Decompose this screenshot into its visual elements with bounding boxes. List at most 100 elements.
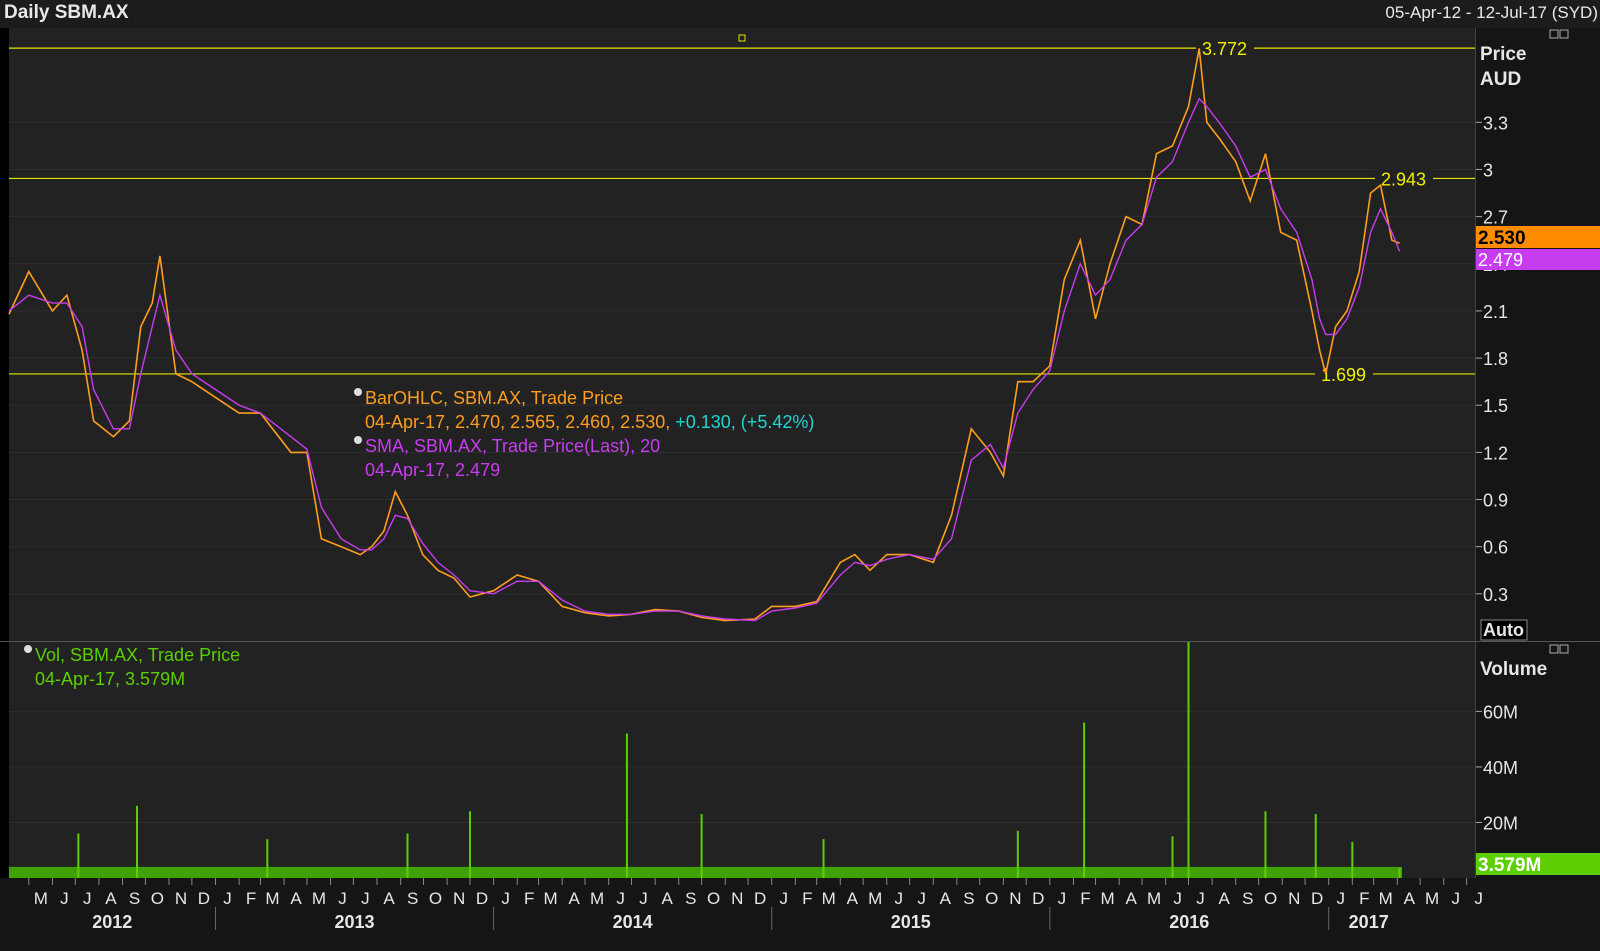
level-handle-icon[interactable] [738,34,746,42]
month-label: A [569,889,581,908]
month-label: A [1404,889,1416,908]
month-label: D [754,889,766,908]
month-label: M [1100,889,1114,908]
price-axis-unit: AUD [1480,69,1521,90]
month-label: J [361,889,370,908]
legend-bullet-icon[interactable] [354,388,362,396]
ohlc-legend-change: +0.130, (+5.42%) [675,412,815,432]
volume-bar [136,805,139,878]
volume-axis-title: Volume [1480,659,1547,680]
volume-bar [1171,836,1174,878]
month-label: D [1311,889,1323,908]
month-label: J [1058,889,1067,908]
month-label: F [1359,889,1369,908]
volume-bar [1398,868,1401,878]
month-label: F [802,889,812,908]
month-label: D [1032,889,1044,908]
volume-baseline-band [9,866,1402,878]
month-label: J [1336,889,1345,908]
price-tick-label: 0.9 [1483,491,1508,511]
month-label: J [639,889,648,908]
close-volume-icon[interactable] [1559,644,1569,654]
level-label: 3.772 [1202,39,1247,59]
month-label: A [290,889,302,908]
month-label: M [590,889,604,908]
close-price-icon[interactable] [1559,29,1569,39]
month-label: M [543,889,557,908]
volume-bar [468,811,471,878]
last-price-badge [1476,226,1600,248]
price-legend: BarOHLC, SBM.AX, Trade Price 04-Apr-17, … [354,386,814,482]
month-label: J [779,889,788,908]
month-label: A [940,889,952,908]
volume-bar [1083,722,1086,878]
level-label-bg [1375,167,1433,190]
sma-series [8,97,1401,622]
price-plot-area [9,28,1475,641]
x-axis-area [0,878,1600,951]
month-label: D [476,889,488,908]
month-label: O [985,889,998,908]
volume-tick-label: 20M [1483,813,1518,833]
month-label: M [312,889,326,908]
chart-header: Daily SBM.AX 05-Apr-12 - 12-Jul-17 (SYD) [0,0,1600,28]
month-label: N [453,889,465,908]
month-label: A [1218,889,1230,908]
maximize-volume-icon[interactable] [1549,644,1559,654]
month-label: J [1173,889,1182,908]
month-label: J [83,889,92,908]
month-label: O [151,889,164,908]
volume-legend: Vol, SBM.AX, Trade Price 04-Apr-17, 3.57… [24,643,240,691]
month-label: J [1452,889,1461,908]
price-tick-label: 1.2 [1483,443,1508,463]
price-axis-title: Price [1480,44,1526,65]
level-label-bg [1196,37,1254,60]
last-volume-badge [1476,853,1600,875]
legend-bullet-icon[interactable] [24,645,32,653]
date-range: 05-Apr-12 - 12-Jul-17 (SYD) [1385,3,1598,22]
auto-scale-button[interactable] [1480,619,1528,641]
month-label: M [1379,889,1393,908]
month-label: J [616,889,625,908]
month-label: J [338,889,347,908]
month-label: D [198,889,210,908]
month-label: A [383,889,395,908]
volume-tick-label: 60M [1483,702,1518,722]
month-label: M [34,889,48,908]
chart-title: Daily SBM.AX [4,2,129,23]
volume-bar [822,839,825,878]
year-label: 2014 [613,912,653,932]
ohlc-legend-values: 04-Apr-17, 2.470, 2.565, 2.460, 2.530, [365,412,671,432]
month-label: N [175,889,187,908]
month-label: J [223,889,232,908]
volume-bar [1351,841,1354,878]
month-label: O [1264,889,1277,908]
month-label: F [1080,889,1090,908]
month-label: A [1125,889,1137,908]
month-label: J [501,889,510,908]
volume-bar [625,733,628,878]
month-label: M [868,889,882,908]
volume-bar [1314,814,1317,878]
ohlc-legend-title: BarOHLC, SBM.AX, Trade Price [365,388,624,408]
month-label: J [1196,889,1205,908]
volume-plot-area [9,642,1475,878]
volume-bar [266,839,269,878]
sma-legend-title: SMA, SBM.AX, Trade Price(Last), 20 [365,436,661,456]
y-axis-area [1476,28,1600,878]
volume-tick-label: 40M [1483,758,1518,778]
month-label: M [1425,889,1439,908]
auto-scale-label: Auto [1483,620,1524,640]
month-label: N [731,889,743,908]
month-label: S [685,889,696,908]
price-tick-label: 1.8 [1483,349,1508,369]
month-label: S [963,889,974,908]
volume-bar [1016,830,1019,878]
last-volume-label: 3.579M [1478,855,1541,876]
price-tick-label: 0.6 [1483,538,1508,558]
maximize-price-icon[interactable] [1549,29,1559,39]
month-label: F [524,889,534,908]
year-label: 2015 [891,912,931,932]
legend-bullet-icon[interactable] [354,436,362,444]
